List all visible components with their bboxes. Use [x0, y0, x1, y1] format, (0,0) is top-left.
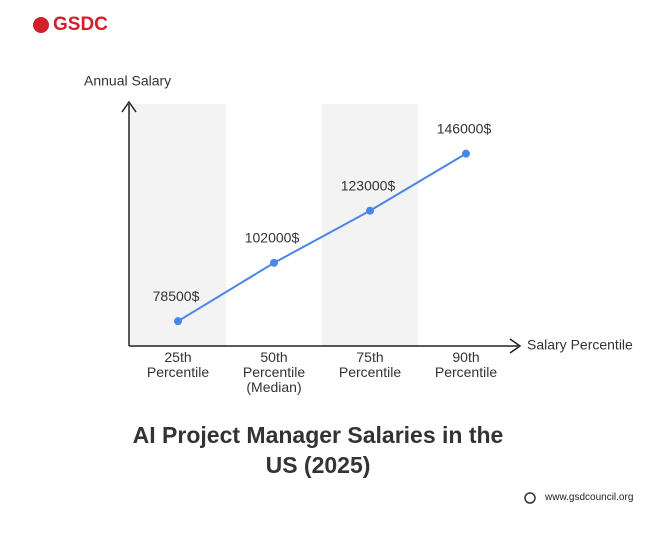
value-label: 78500$ [153, 288, 200, 304]
logo-icon [33, 17, 49, 33]
x-tick-label: 90th Percentile [434, 349, 498, 380]
footer-icon [524, 492, 536, 504]
x-tick-label: 50th Percentile (Median) [242, 349, 306, 395]
point [462, 149, 470, 158]
x-tick-label: 75th Percentile [338, 349, 402, 380]
band [322, 104, 418, 346]
y-axis-arrow [121, 100, 137, 113]
value-label: 102000$ [245, 230, 300, 246]
point [174, 317, 182, 326]
line [177, 152, 467, 323]
y-axis-label: Annual Salary [84, 73, 171, 89]
value-label: 123000$ [341, 177, 396, 193]
footer: www.gsdcouncil.org [545, 492, 634, 503]
value-label: 146000$ [437, 120, 492, 136]
band [130, 104, 226, 346]
x-tick-label: 25th Percentile [146, 349, 210, 380]
x-axis-label: Salary Percentile [527, 337, 633, 353]
logo: GSDC [53, 14, 108, 35]
point [366, 206, 374, 215]
chart-title: AI Project Manager Salaries in the US (2… [132, 422, 504, 478]
x-axis-arrow [509, 338, 522, 354]
point [270, 258, 278, 267]
